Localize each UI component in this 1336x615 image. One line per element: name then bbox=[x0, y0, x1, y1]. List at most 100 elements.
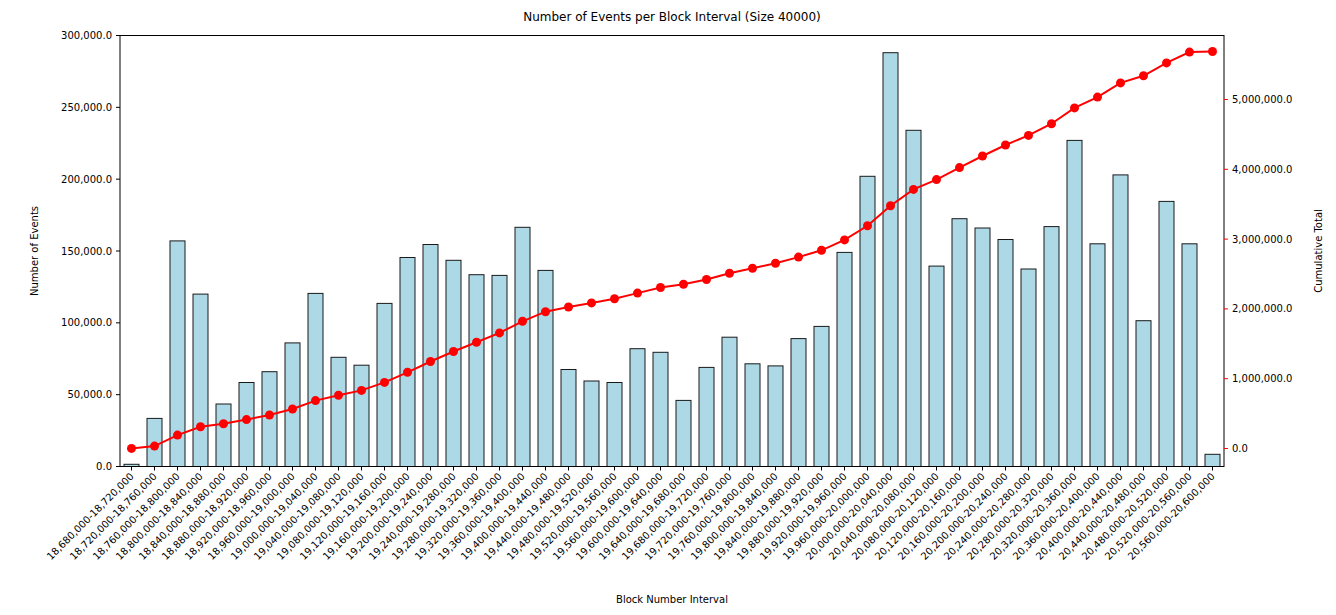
bar bbox=[883, 53, 898, 467]
cumulative-marker bbox=[610, 294, 619, 303]
cumulative-marker bbox=[863, 221, 872, 230]
right-tick-label: 4,000,000.0 bbox=[1232, 164, 1292, 175]
bar bbox=[745, 364, 760, 467]
bar bbox=[515, 227, 530, 466]
plot-area: 0.050,000.0100,000.0150,000.0200,000.025… bbox=[45, 30, 1293, 562]
cumulative-marker bbox=[127, 444, 136, 453]
bar bbox=[354, 365, 369, 466]
cumulative-marker bbox=[840, 235, 849, 244]
cumulative-marker bbox=[1070, 103, 1079, 112]
bar bbox=[239, 383, 254, 467]
chart-title: Number of Events per Block Interval (Siz… bbox=[523, 10, 821, 24]
left-tick-label: 200,000.0 bbox=[61, 174, 112, 185]
chart-figure: 0.050,000.0100,000.0150,000.0200,000.025… bbox=[0, 0, 1336, 615]
bar bbox=[538, 270, 553, 466]
cumulative-marker bbox=[702, 275, 711, 284]
cumulative-marker bbox=[288, 405, 297, 414]
bar bbox=[584, 381, 599, 467]
bar bbox=[1021, 269, 1036, 467]
y-axis-label-right: Cumulative Total bbox=[1313, 209, 1324, 293]
bar bbox=[975, 228, 990, 467]
cumulative-marker bbox=[1139, 71, 1148, 80]
bar bbox=[469, 275, 484, 467]
bar bbox=[561, 370, 576, 467]
bar bbox=[791, 339, 806, 467]
bar bbox=[722, 337, 737, 466]
right-tick-label: 2,000,000.0 bbox=[1232, 303, 1292, 314]
cumulative-marker bbox=[817, 246, 826, 255]
cumulative-marker bbox=[1047, 119, 1056, 128]
cumulative-marker bbox=[1185, 48, 1194, 57]
bar bbox=[1044, 227, 1059, 467]
cumulative-marker bbox=[633, 289, 642, 298]
cumulative-marker bbox=[403, 368, 412, 377]
bars-group bbox=[124, 53, 1220, 467]
bar bbox=[653, 352, 668, 466]
bar bbox=[446, 260, 461, 466]
cumulative-marker bbox=[909, 185, 918, 194]
y-axis-label-left: Number of Events bbox=[29, 206, 40, 296]
cumulative-marker bbox=[1208, 47, 1217, 56]
left-tick-label: 0.0 bbox=[96, 461, 112, 472]
bar bbox=[423, 245, 438, 467]
cumulative-marker bbox=[1093, 93, 1102, 102]
cumulative-marker bbox=[932, 175, 941, 184]
cumulative-marker bbox=[426, 357, 435, 366]
bar bbox=[1113, 175, 1128, 467]
cumulative-marker bbox=[242, 415, 251, 424]
bar bbox=[1182, 244, 1197, 467]
chart-canvas: 0.050,000.0100,000.0150,000.0200,000.025… bbox=[0, 0, 1336, 615]
cumulative-marker bbox=[219, 419, 228, 428]
cumulative-marker bbox=[886, 201, 895, 210]
bar bbox=[1205, 454, 1220, 466]
bar bbox=[837, 252, 852, 466]
left-tick-label: 150,000.0 bbox=[61, 246, 112, 257]
bar bbox=[492, 275, 507, 466]
bar bbox=[400, 258, 415, 467]
bar bbox=[1136, 321, 1151, 467]
cumulative-marker bbox=[380, 378, 389, 387]
bar bbox=[1090, 244, 1105, 467]
bar bbox=[929, 266, 944, 466]
cumulative-marker bbox=[794, 253, 803, 262]
cumulative-marker bbox=[150, 442, 159, 451]
cumulative-marker bbox=[311, 396, 320, 405]
left-tick-label: 50,000.0 bbox=[67, 389, 112, 400]
bar bbox=[630, 349, 645, 467]
cumulative-marker bbox=[472, 338, 481, 347]
cumulative-marker bbox=[1116, 78, 1125, 87]
bar bbox=[768, 366, 783, 467]
cumulative-marker bbox=[1024, 131, 1033, 140]
cumulative-marker bbox=[679, 280, 688, 289]
cumulative-marker bbox=[587, 298, 596, 307]
cumulative-marker bbox=[449, 347, 458, 356]
right-tick-label: 3,000,000.0 bbox=[1232, 234, 1292, 245]
right-tick-label: 0.0 bbox=[1232, 443, 1248, 454]
bar bbox=[676, 400, 691, 466]
left-axis-ticks: 0.050,000.0100,000.0150,000.0200,000.025… bbox=[61, 30, 120, 472]
right-tick-label: 5,000,000.0 bbox=[1232, 94, 1292, 105]
bar bbox=[860, 176, 875, 466]
bar bbox=[699, 367, 714, 466]
cumulative-marker bbox=[978, 152, 987, 161]
cumulative-marker bbox=[495, 328, 504, 337]
bar bbox=[952, 219, 967, 467]
left-tick-label: 100,000.0 bbox=[61, 317, 112, 328]
bar bbox=[1067, 140, 1082, 466]
cumulative-marker bbox=[196, 422, 205, 431]
right-axis-ticks: 0.01,000,000.02,000,000.03,000,000.04,00… bbox=[1224, 94, 1292, 454]
x-axis-label: Block Number Interval bbox=[616, 594, 728, 605]
cumulative-marker bbox=[357, 386, 366, 395]
bar bbox=[1159, 201, 1174, 466]
bar bbox=[607, 383, 622, 467]
left-tick-label: 300,000.0 bbox=[61, 30, 112, 41]
cumulative-marker bbox=[1001, 141, 1010, 150]
cumulative-marker bbox=[173, 431, 182, 440]
cumulative-marker bbox=[334, 391, 343, 400]
cumulative-marker bbox=[541, 307, 550, 316]
cumulative-marker bbox=[955, 163, 964, 172]
bar bbox=[998, 240, 1013, 467]
cumulative-marker bbox=[1162, 58, 1171, 67]
bar bbox=[814, 326, 829, 466]
cumulative-marker bbox=[725, 269, 734, 278]
